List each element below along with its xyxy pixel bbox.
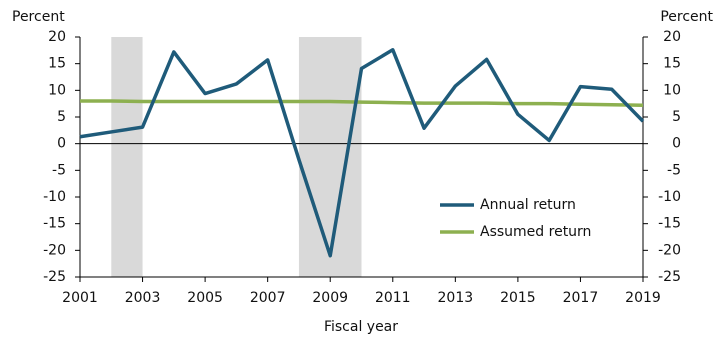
y-tick-label: 5 [57,109,66,125]
y2-axis-label: Percent [660,9,713,25]
shaded-region [111,37,143,277]
x-tick-label: 2005 [187,290,223,306]
y-tick-label: 20 [48,29,66,45]
y2-tick-label: 20 [663,29,681,45]
shaded-region [298,37,362,277]
x-axis-label: Fiscal year [324,319,398,335]
y-tick-label: -20 [43,242,66,258]
x-tick-label: 2015 [500,290,536,306]
x-tick-label: 2003 [125,290,161,306]
y2-tick-label: -15 [658,216,681,232]
y2-tick-label: 10 [663,82,681,98]
x-tick-label: 2001 [62,290,98,306]
y-tick-label: -5 [52,162,66,178]
x-tick-label: 2019 [625,290,661,306]
series-line [79,48,645,258]
y2-tick-label: -10 [658,189,681,205]
x-tick-label: 2013 [438,290,474,306]
y2-tick-label: 0 [672,136,681,152]
legend-label: Assumed return [480,224,591,240]
series-line [80,99,644,108]
x-tick-label: 2017 [563,290,599,306]
y-tick-label: 0 [57,136,66,152]
x-tick-label: 2007 [250,290,286,306]
y-tick-label: -25 [43,269,66,285]
x-tick-label: 2009 [312,290,348,306]
y-axis-label: Percent [12,9,65,25]
y-tick-label: -15 [43,216,66,232]
y-tick-label: 10 [48,82,66,98]
y2-tick-label: 15 [663,56,681,72]
y2-tick-label: 5 [672,109,681,125]
y-tick-label: -10 [43,189,66,205]
x-tick-label: 2011 [375,290,411,306]
legend-label: Annual return [480,197,576,213]
y2-tick-label: -5 [667,162,681,178]
y2-tick-label: -20 [658,242,681,258]
y-tick-label: 15 [48,56,66,72]
y2-tick-label: -25 [658,269,681,285]
